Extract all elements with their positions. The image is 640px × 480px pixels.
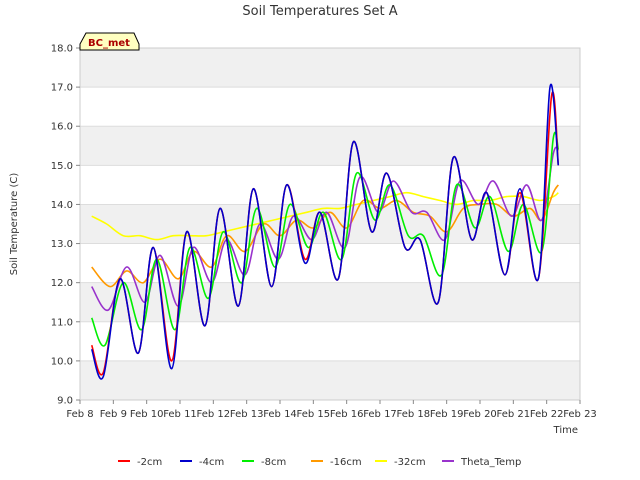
y-axis-ticks: 9.0 10.0 11.0 12.0 13.0 14.0 15.0 16.0 17.0 18.0 [51,44,80,407]
legend-label: -2cm [137,457,162,468]
plot-area [79,47,581,401]
x-tick-label: Feb 21 [497,409,531,420]
legend: -2cm -4cm -8cm -16cm -32cm Theta_Temp [118,457,521,468]
series-line-16cm [91,184,559,288]
x-tick-label: Feb 11 [163,409,197,420]
plot-border [79,47,581,401]
legend-label: -4cm [199,457,224,468]
x-tick-label: Feb 22 [530,409,564,420]
background-bands [80,48,580,400]
background-band [80,126,580,166]
x-tick-label: Feb 10 [130,409,164,420]
y-tick-label: 13.0 [51,239,73,250]
y-tick-label: 10.0 [51,356,73,367]
y-tick-label: 9.0 [57,396,73,407]
y-tick-label: 11.0 [51,317,73,328]
x-tick-label: Feb 9 [100,409,127,420]
x-tick-label: Feb 18 [397,409,431,420]
x-tick-label: Feb 8 [66,409,93,420]
x-tick-label: Feb 13 [230,409,264,420]
annotation-box [79,32,140,51]
series-line-4cm [90,83,560,380]
legend-label: -8cm [261,457,286,468]
y-tick-label: 16.0 [51,122,73,133]
x-axis-label: Time [553,425,578,436]
x-tick-label: Feb 20 [463,409,497,420]
background-band [80,48,580,88]
y-tick-label: 17.0 [51,83,73,94]
x-tick-label: Feb 17 [363,409,397,420]
x-tick-label: Feb 15 [297,409,331,420]
background-band [80,360,580,400]
chart-title: Soil Temperatures Set A [242,4,397,19]
legend-label: -32cm [394,457,426,468]
y-tick-label: 15.0 [51,161,73,172]
x-tick-label: Feb 23 [563,409,597,420]
legend-label: Theta_Temp [460,457,521,468]
background-band [80,282,580,322]
site-annotation: BC_met [79,32,140,51]
x-tick-label: Feb 12 [197,409,231,420]
annotation-text: BC_met [88,38,130,49]
y-tick-label: 14.0 [51,200,73,211]
x-tick-label: Feb 14 [263,409,297,420]
legend-label: -16cm [330,457,362,468]
x-tick-label: Feb 16 [330,409,364,420]
x-tick-label: Feb 19 [430,409,464,420]
series-line-8cm [90,131,560,347]
y-tick-label: 18.0 [51,44,73,55]
y-axis-label: Soil Temperature (C) [9,173,20,276]
x-axis-ticks: Feb 8 Feb 9 Feb 10 Feb 11 Feb 12 Feb 13 Feb 14… [66,400,597,420]
y-tick-label: 12.0 [51,278,73,289]
series-lines [90,83,560,380]
